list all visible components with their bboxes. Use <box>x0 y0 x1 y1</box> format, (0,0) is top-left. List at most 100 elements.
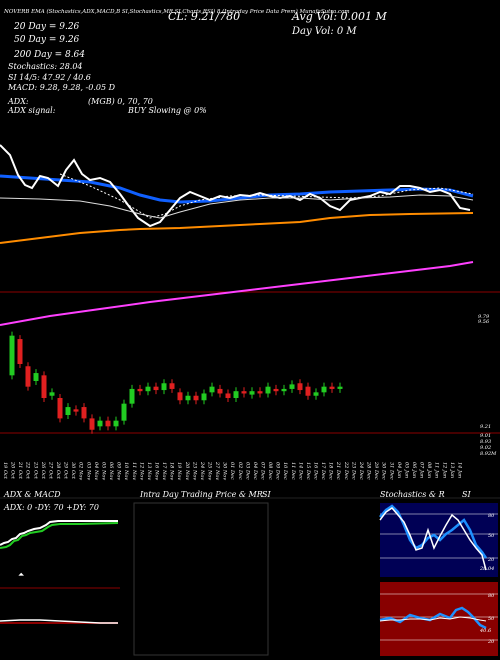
adx-green-line <box>0 522 119 549</box>
adx-caret-icon: ⏶ <box>18 570 25 579</box>
candle-up <box>249 391 255 395</box>
date-axis: 19 Oct 20 Oct 21 Oct 22 Oct 23 Oct 26 Oct 27 O… <box>2 461 462 480</box>
rsi-axis-50: 50 <box>488 616 495 622</box>
candle-up <box>289 384 295 389</box>
ma-20-label: 20 Day = 9.26 <box>14 22 80 32</box>
candle-down <box>137 388 143 392</box>
candle-axis-c: 8.93 <box>480 439 491 445</box>
date-tick-label: 07 Jan <box>419 462 425 478</box>
date-tick-label: 04 Nov <box>93 462 99 480</box>
ma-dotted-line <box>59 173 474 219</box>
macd-readout: MACD: 9.28, 9.28, -0.05 D <box>8 83 116 92</box>
ma-200-line <box>0 261 474 326</box>
rsi-blue-line <box>379 606 487 630</box>
date-tick-label: 12 Nov <box>138 462 144 480</box>
price-white-line <box>0 144 471 228</box>
date-tick-label: 15 Dec <box>305 462 311 480</box>
candle-down <box>273 388 279 392</box>
ma-axis-top: 9.79 <box>478 314 490 320</box>
date-tick-label: 27 Nov <box>214 461 220 480</box>
candle-down <box>105 420 111 427</box>
candle-down <box>225 393 231 398</box>
date-tick-label: 19 Nov <box>176 462 182 480</box>
date-tick-label: 01 Dec <box>229 462 235 480</box>
candle-up <box>9 335 15 376</box>
intraday-panel-bg <box>133 502 269 656</box>
ema-blue-line <box>0 174 474 204</box>
candle-axis-d: 9.02 <box>480 445 491 451</box>
date-tick-label: 08 Jan <box>426 462 432 478</box>
candle-down <box>153 386 159 391</box>
candle-down <box>193 395 199 401</box>
candle-axis-a: 9.21 <box>480 424 491 430</box>
date-tick-label: 23 Dec <box>350 461 356 480</box>
stochastics-panel: 80 50 20 28.04 80 50 20 40.6 <box>379 503 498 656</box>
date-tick-label: 20 Nov <box>184 461 190 480</box>
candle-down <box>305 386 311 396</box>
macd-line <box>0 619 118 624</box>
candle-up <box>65 407 71 415</box>
ma-panel: 9.79 9.56 <box>0 144 500 326</box>
adx-mgb-values: (MGB) 0, 70, 70 <box>88 97 153 106</box>
candle-up <box>129 388 135 404</box>
adx-signal-label: ADX signal: <box>8 106 56 115</box>
date-tick-label: 21 Oct <box>17 461 23 480</box>
date-tick-label: 25 Nov <box>206 461 212 480</box>
candle-down <box>329 386 335 389</box>
stoch-axis-50: 50 <box>488 533 495 539</box>
rsi-white-line <box>379 616 487 622</box>
candle-down <box>177 392 183 401</box>
stoch-white-line <box>379 507 487 571</box>
date-tick-label: 14 Jan <box>456 462 462 478</box>
adx-macd-title: ADX & MACD <box>4 490 61 499</box>
candle-down <box>25 366 31 387</box>
stochastics-si: SI <box>462 490 471 499</box>
header-title: NOVERB EMA (Stochastics,ADX,MACD,B SI,St… <box>4 9 350 15</box>
stochastics-title: Stochastics & R <box>380 490 445 499</box>
candle-up <box>233 391 239 398</box>
adx-label: ADX: <box>8 97 29 106</box>
date-tick-label: 27 Oct <box>47 461 53 480</box>
date-tick-label: 24 Nov <box>199 461 205 480</box>
candle-up <box>145 386 151 392</box>
date-tick-label: 12 Jan <box>441 462 447 478</box>
candle-down <box>241 391 247 394</box>
date-tick-label: 10 Dec <box>282 462 288 480</box>
date-tick-label: 28 Oct <box>55 461 61 480</box>
date-tick-label: 29 Dec <box>373 461 379 480</box>
candle-up <box>185 395 191 401</box>
date-tick-label: 22 Dec <box>343 461 349 480</box>
candle-up <box>313 392 319 396</box>
date-tick-label: 10 Nov <box>123 462 129 480</box>
stoch-axis-80: 80 <box>488 513 495 519</box>
date-tick-label: 17 Dec <box>320 462 326 480</box>
date-tick-label: 05 Nov <box>100 462 106 480</box>
stoch-axis-20: 20 <box>487 557 495 563</box>
candle-down <box>257 391 263 394</box>
candle-up <box>321 386 327 393</box>
date-tick-label: 23 Nov <box>191 461 197 480</box>
intraday-title: Intra Day Trading Price & MR <box>140 490 263 499</box>
candle-up <box>201 393 207 401</box>
candle-up <box>161 383 167 391</box>
date-tick-label: 11 Jan <box>434 462 440 478</box>
date-tick-label: 03 Dec <box>244 462 250 480</box>
date-tick-label: 22 Oct <box>25 461 31 480</box>
date-tick-label: 26 Oct <box>40 461 46 480</box>
date-tick-label: 30 Dec <box>381 462 387 480</box>
date-tick-label: 11 Nov <box>131 462 137 480</box>
candle-axis-e: 8.92M <box>480 451 497 457</box>
intraday-panel <box>133 502 269 656</box>
stoch-blue-line <box>379 504 488 559</box>
candle-down <box>41 375 47 398</box>
ma-orange-line <box>0 212 474 244</box>
day-volume: Day Vol: 0 M <box>292 26 357 37</box>
date-tick-label: 02 Dec <box>237 462 243 480</box>
rsi-axis-80: 80 <box>488 593 495 599</box>
date-tick-label: 30 Nov <box>222 462 228 480</box>
date-tick-label: 28 Dec <box>366 461 372 480</box>
date-tick-label: 09 Nov <box>116 462 122 480</box>
date-tick-label: 23 Oct <box>32 461 38 480</box>
date-tick-label: 05 Jan <box>403 462 409 478</box>
date-tick-label: 14 Dec <box>297 462 303 480</box>
